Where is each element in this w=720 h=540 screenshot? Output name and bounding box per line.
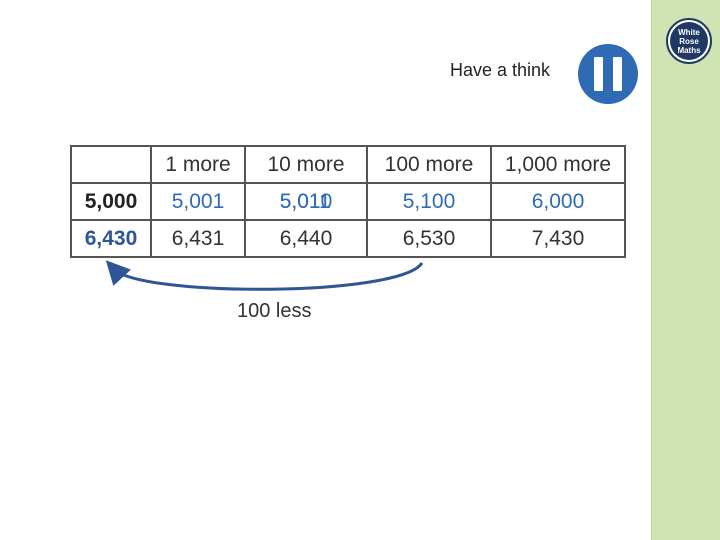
curved-arrow bbox=[105, 260, 424, 291]
side-strip bbox=[652, 0, 720, 540]
pause-bar-left bbox=[594, 57, 603, 91]
hundred-more-value: 6,530 bbox=[366, 219, 492, 258]
logo-line-3: Maths bbox=[677, 45, 701, 55]
logo-line-1: White bbox=[678, 27, 700, 37]
thousand-more-value: 7,430 bbox=[490, 219, 626, 258]
table-row: 6,430 6,431 6,440 6,530 7,430 bbox=[70, 219, 626, 258]
ten-more-overlap: 5,010 5,011 bbox=[280, 184, 333, 219]
header-row: 1 more 10 more 100 more 1,000 more bbox=[70, 145, 626, 184]
arrow-path bbox=[105, 260, 424, 291]
header-1000-more: 1,000 more bbox=[490, 145, 626, 184]
start-number: 6,430 bbox=[70, 219, 152, 258]
pause-bar-right bbox=[613, 57, 622, 91]
header-100-more: 100 more bbox=[366, 145, 492, 184]
header-10-more: 10 more bbox=[244, 145, 368, 184]
logo-line-2: Rose bbox=[679, 36, 699, 46]
logo-text: White Rose Maths bbox=[670, 22, 708, 60]
arrow-label: 100 less bbox=[237, 300, 312, 322]
one-more-value: 6,431 bbox=[150, 219, 246, 258]
table-row: 5,000 5,001 5,010 5,011 5,100 6,000 bbox=[70, 182, 626, 221]
have-a-think-label: Have a think bbox=[450, 60, 551, 80]
side-strip-edge bbox=[651, 0, 652, 540]
thousand-more-value: 6,000 bbox=[490, 182, 626, 221]
hundred-more-value: 5,100 bbox=[366, 182, 492, 221]
ten-more-value: 6,440 bbox=[244, 219, 368, 258]
pause-icon[interactable] bbox=[578, 44, 638, 104]
ten-more-value: 5,010 bbox=[279, 190, 333, 213]
header-blank bbox=[70, 145, 152, 184]
start-number: 5,000 bbox=[70, 182, 152, 221]
white-rose-maths-logo: White Rose Maths bbox=[666, 18, 712, 64]
one-more-value: 5,001 bbox=[150, 182, 246, 221]
ten-more-overlap-value: 5,011 bbox=[279, 190, 331, 213]
header-1-more: 1 more bbox=[150, 145, 246, 184]
more-table: 1 more 10 more 100 more 1,000 more 5,000… bbox=[70, 145, 626, 258]
ten-more-cell: 5,010 5,011 bbox=[244, 182, 368, 221]
